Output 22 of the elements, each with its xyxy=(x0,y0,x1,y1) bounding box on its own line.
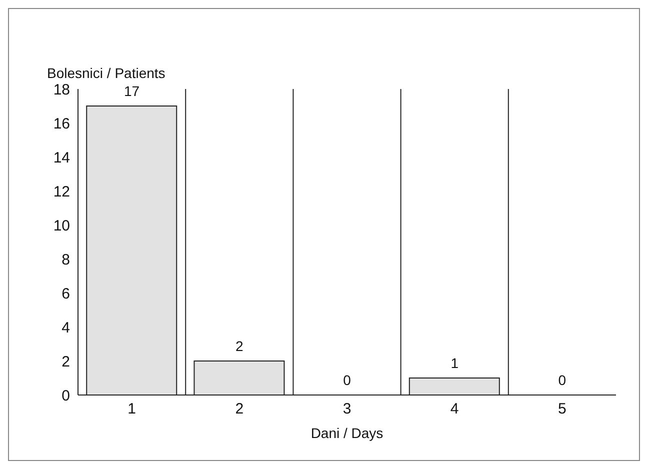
y-tick-label: 0 xyxy=(62,387,70,404)
x-tick-label: 2 xyxy=(235,400,244,418)
data-label: 2 xyxy=(236,338,244,354)
y-tick-label: 4 xyxy=(62,319,70,336)
y-tick-label: 2 xyxy=(62,353,70,370)
y-tick-label: 14 xyxy=(53,149,70,166)
y-tick-label: 6 xyxy=(62,285,70,302)
y-tick-label: 16 xyxy=(53,115,70,132)
x-tick-label: 3 xyxy=(342,400,352,418)
data-label: 17 xyxy=(124,83,140,99)
x-tick-label: 4 xyxy=(450,400,459,418)
y-tick-label: 10 xyxy=(53,217,70,234)
x-axis-title: Dani / Days xyxy=(310,425,384,441)
y-tick-label: 18 xyxy=(53,81,70,98)
data-label: 0 xyxy=(558,372,566,388)
x-tick-label: 1 xyxy=(128,400,136,418)
y-tick-label: 8 xyxy=(62,251,70,268)
data-label: 1 xyxy=(450,355,459,371)
data-label: 0 xyxy=(343,372,352,388)
y-tick-label: 12 xyxy=(53,183,70,200)
x-tick-label: 5 xyxy=(558,400,566,418)
y-axis-title: Bolesnici / Patients xyxy=(47,65,166,81)
